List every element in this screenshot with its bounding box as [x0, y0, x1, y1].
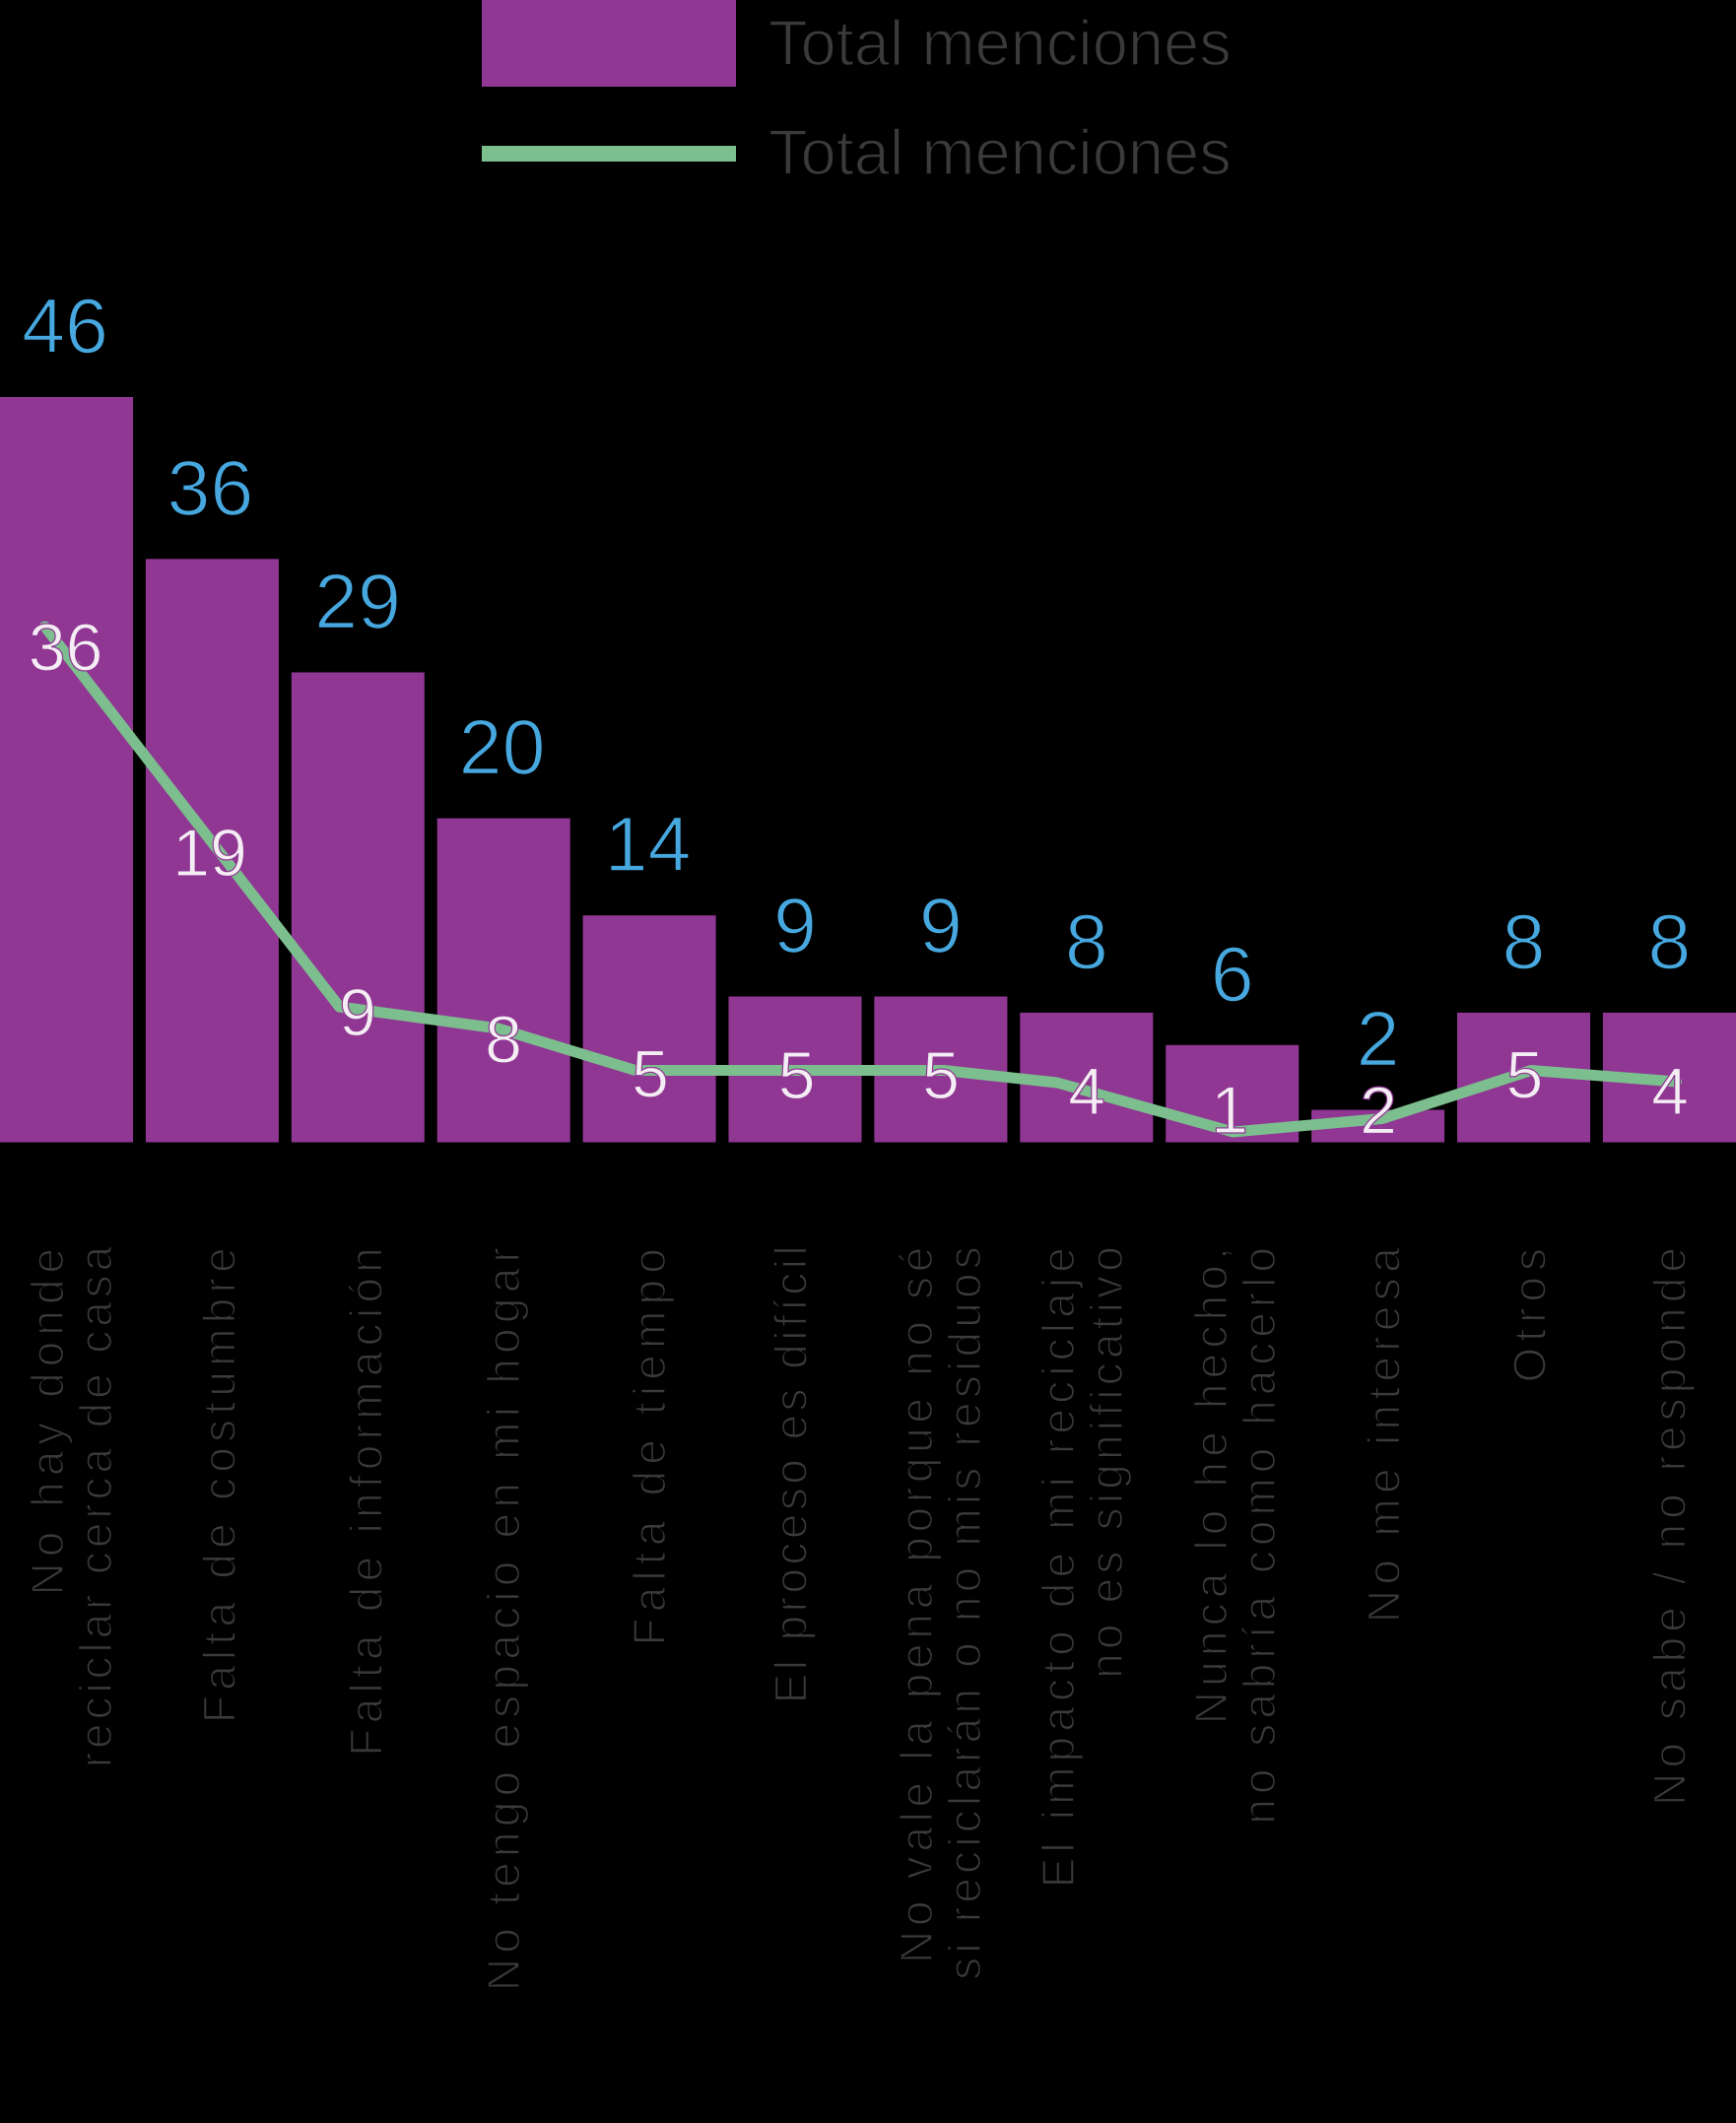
svg-text:9: 9 — [773, 882, 817, 969]
svg-text:29: 29 — [314, 558, 401, 645]
svg-text:14: 14 — [605, 800, 692, 888]
svg-text:2: 2 — [1360, 1074, 1397, 1149]
svg-text:36: 36 — [167, 443, 253, 531]
svg-text:8: 8 — [1065, 897, 1108, 985]
svg-text:El proceso es difícil: El proceso es difícil — [766, 1242, 817, 1703]
svg-text:Nunca lo he hecho,no sabría co: Nunca lo he hecho,no sabría como hacerlo — [1185, 1242, 1285, 1824]
svg-text:4: 4 — [1068, 1054, 1105, 1129]
svg-text:36: 36 — [29, 611, 103, 686]
svg-text:1: 1 — [1211, 1073, 1248, 1148]
svg-text:Falta de costumbre: Falta de costumbre — [193, 1242, 244, 1723]
svg-text:5: 5 — [922, 1038, 960, 1113]
svg-text:No sabe / no responde: No sabe / no responde — [1643, 1242, 1695, 1806]
svg-text:5: 5 — [778, 1038, 816, 1113]
svg-text:9: 9 — [919, 882, 963, 969]
svg-text:Falta de información: Falta de información — [340, 1242, 391, 1757]
svg-text:Total menciones: Total menciones — [768, 7, 1232, 79]
svg-text:6: 6 — [1211, 930, 1254, 1018]
svg-text:8: 8 — [485, 1002, 522, 1077]
svg-text:No hay dondereciclar cerca de: No hay dondereciclar cerca de casa — [22, 1242, 121, 1767]
svg-text:2: 2 — [1357, 995, 1400, 1083]
svg-text:No vale la pena porque no sési: No vale la pena porque no sési reciclará… — [891, 1242, 990, 1980]
svg-text:Otros: Otros — [1504, 1242, 1556, 1382]
svg-text:46: 46 — [22, 282, 108, 369]
svg-text:4: 4 — [1651, 1054, 1689, 1129]
svg-text:No me interesa: No me interesa — [1359, 1242, 1410, 1623]
svg-text:20: 20 — [459, 703, 546, 791]
svg-text:Falta de tiempo: Falta de tiempo — [624, 1242, 675, 1646]
svg-text:8: 8 — [1647, 897, 1691, 985]
svg-text:5: 5 — [632, 1037, 669, 1112]
svg-text:5: 5 — [1505, 1038, 1543, 1113]
svg-text:9: 9 — [339, 975, 376, 1050]
svg-text:Total menciones: Total menciones — [768, 116, 1232, 188]
svg-text:8: 8 — [1502, 897, 1546, 985]
svg-text:No tengo espacio en mi hogar: No tengo espacio en mi hogar — [478, 1242, 529, 1991]
svg-text:19: 19 — [172, 816, 247, 891]
